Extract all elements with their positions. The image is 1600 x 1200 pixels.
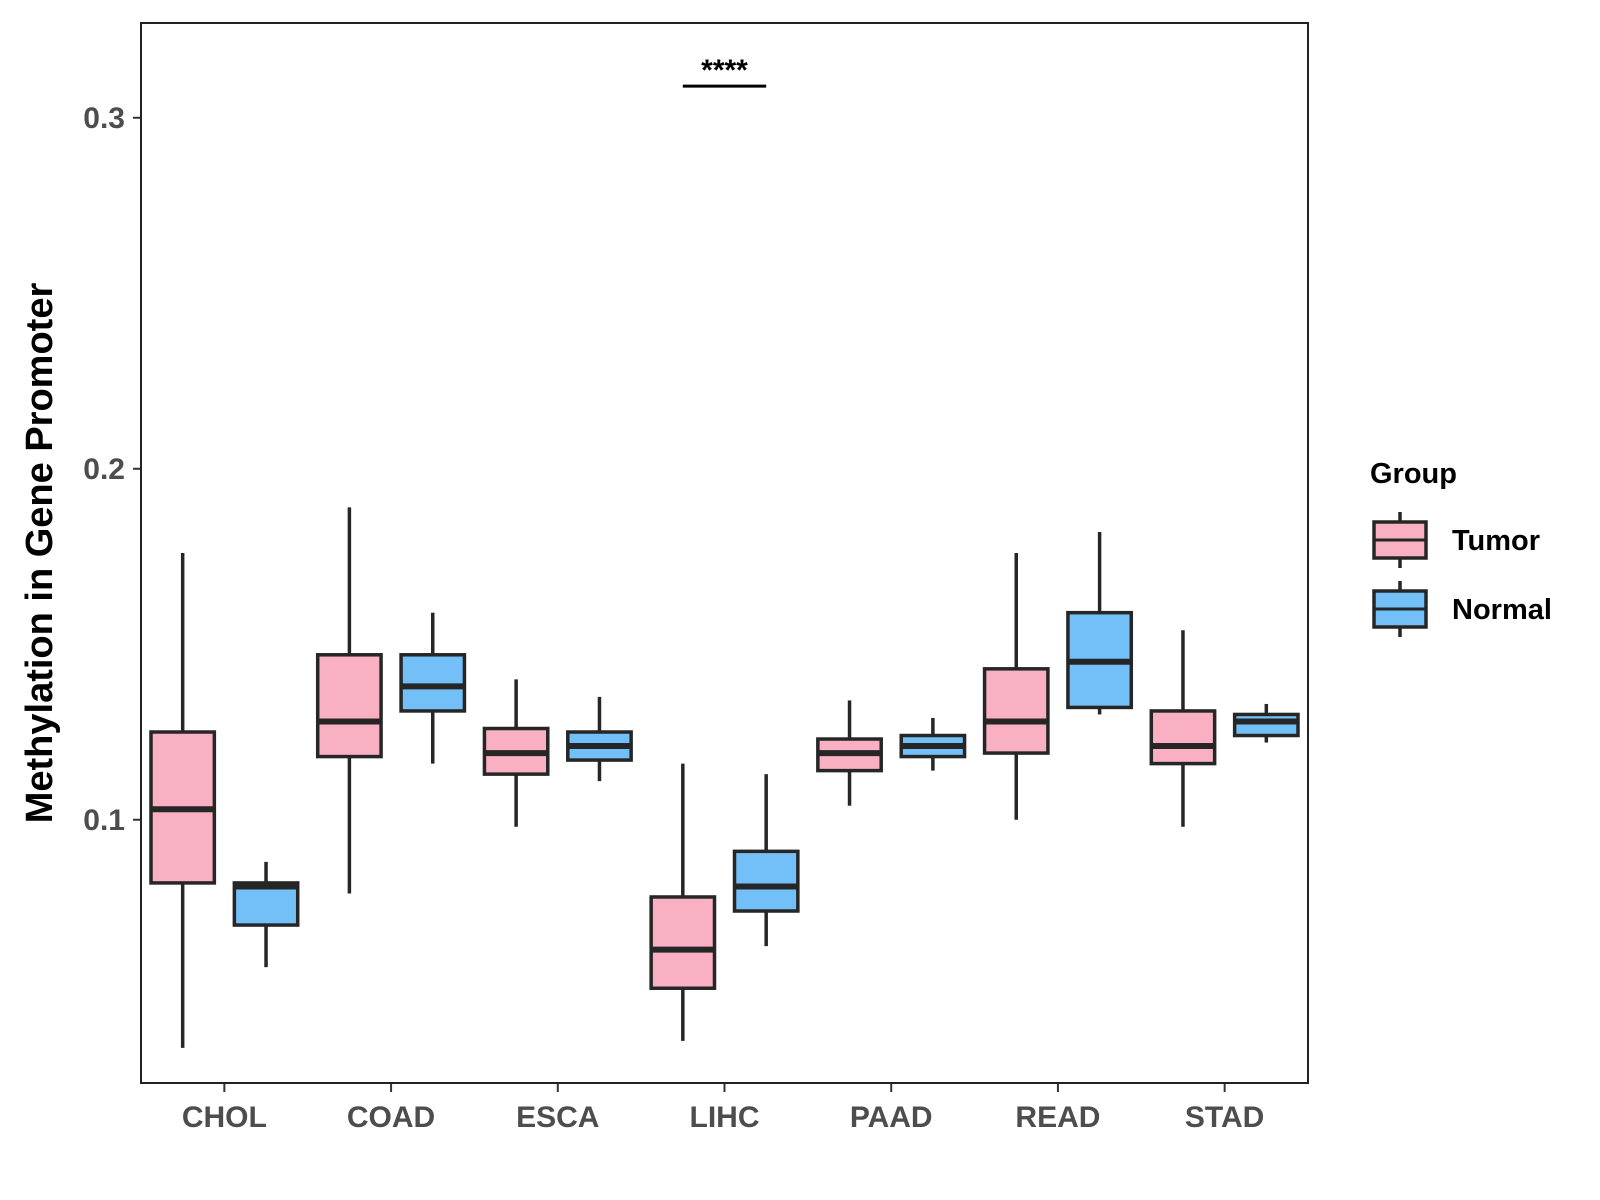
x-tick-label: ESCA: [516, 1101, 599, 1134]
box-iqr: [1149, 709, 1217, 766]
legend-label: Tumor: [1452, 525, 1540, 557]
x-axis: CHOL COAD ESCA LIHC PAAD READ STAD: [182, 1083, 1264, 1134]
box-normal-chol: [232, 861, 300, 968]
box-tumor-stad: [1149, 630, 1217, 827]
box-tumor-chol: [149, 553, 217, 1048]
significance-annotations: ****: [682, 54, 767, 88]
y-axis-title: Methylation in Gene Promoter: [19, 283, 61, 824]
box-iqr: [732, 849, 800, 913]
box-iqr: [649, 895, 717, 990]
panel-border: [140, 22, 1309, 1084]
y-tick-label: 0.3: [83, 102, 125, 135]
box-iqr: [982, 667, 1050, 755]
box-normal-coad: [399, 612, 467, 764]
legend-title: Group: [1370, 458, 1457, 490]
box-normal-esca: [566, 696, 633, 782]
box-iqr: [1232, 712, 1300, 738]
box-iqr: [232, 881, 300, 927]
significance-label: ****: [701, 54, 748, 87]
box-tumor-lihc: [649, 763, 717, 1041]
x-tick-label: STAD: [1185, 1101, 1264, 1134]
box-tumor-coad: [315, 507, 383, 894]
legend-entry-normal: Normal: [1372, 581, 1552, 637]
x-tick-label: COAD: [347, 1101, 435, 1134]
y-tick-label: 0.1: [83, 804, 125, 837]
x-tick-label: CHOL: [182, 1101, 267, 1134]
box-normal-lihc: [732, 774, 800, 947]
box-series: [149, 507, 1300, 1048]
box-tumor-paad: [816, 700, 883, 806]
legend: Group Tumor Normal: [1370, 458, 1552, 637]
legend-label: Normal: [1452, 594, 1552, 626]
x-tick-label: LIHC: [690, 1101, 760, 1134]
x-tick-label: PAAD: [850, 1101, 933, 1134]
box-normal-read: [1066, 531, 1134, 715]
box-iqr: [315, 653, 383, 759]
legend-entry-tumor: Tumor: [1372, 512, 1540, 568]
box-normal-paad: [899, 717, 967, 771]
x-tick-label: READ: [1015, 1101, 1100, 1134]
box-iqr: [399, 653, 467, 713]
box-normal-stad: [1232, 703, 1300, 743]
box-tumor-esca: [482, 679, 550, 827]
y-axis: 0.1 0.2 0.3: [83, 102, 141, 837]
box-tumor-read: [982, 553, 1050, 820]
y-tick-label: 0.2: [83, 453, 125, 486]
